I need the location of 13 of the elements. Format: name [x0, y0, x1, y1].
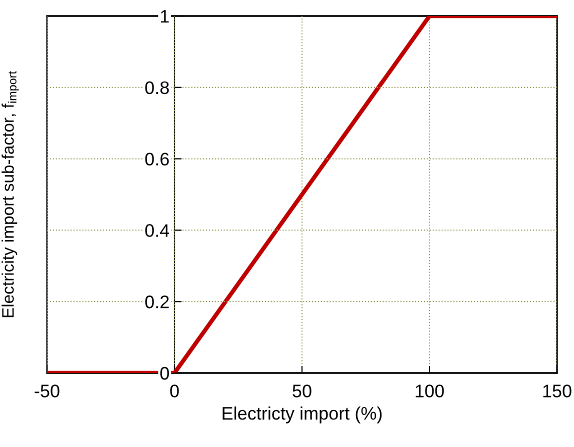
x-tick-label: 0 [170, 384, 179, 398]
y-tick-label: 0.6 [145, 152, 169, 166]
y-tick-label: 1 [160, 10, 169, 23]
y-tick-label: 0.2 [145, 296, 169, 308]
y-tick-label: 0.4 [145, 224, 170, 237]
x-tick-label: 50 [292, 384, 312, 398]
x-tick-label: 150 [543, 384, 572, 398]
y-tick-label: 0 [160, 366, 169, 380]
x-axis-title: Electricty import (%) [222, 406, 382, 424]
x-tick-label: 100 [416, 384, 444, 398]
y-axis-title: Electricity import sub-factor, f$_{import}$ [2, 71, 19, 318]
y-tick-label: 0.8 [145, 81, 169, 94]
x-tick-label: -50 [34, 384, 60, 398]
